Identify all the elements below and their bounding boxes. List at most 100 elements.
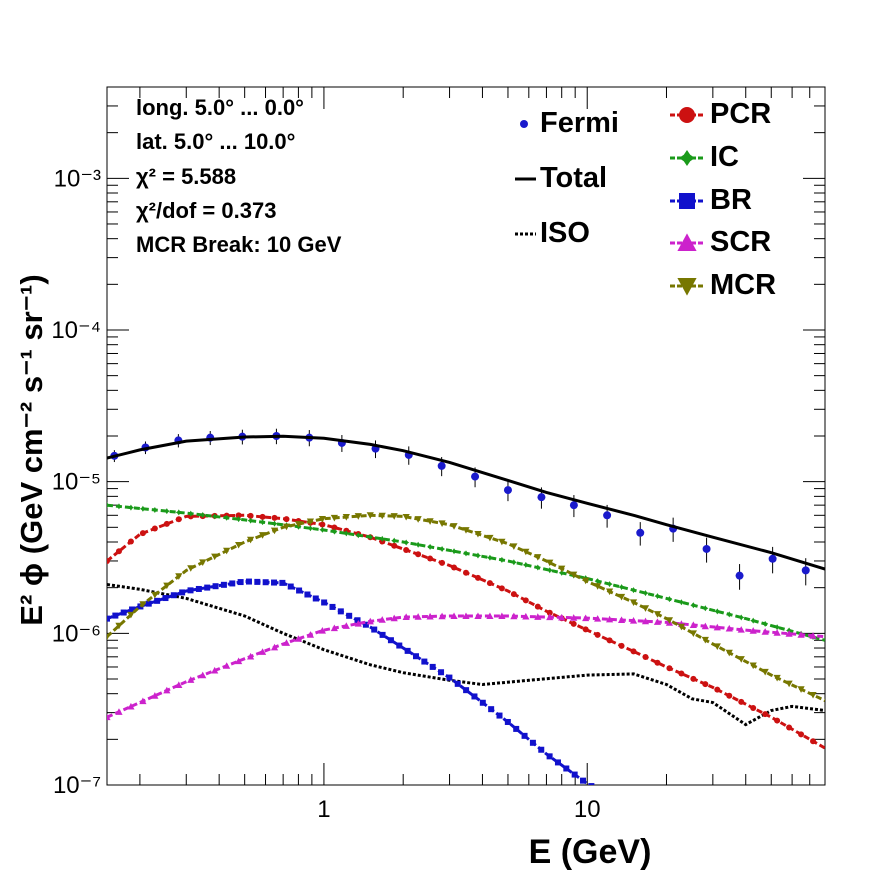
br-marker: [187, 587, 194, 594]
br-marker: [421, 658, 428, 665]
ic-marker: [211, 513, 218, 520]
pcr-marker: [654, 659, 661, 666]
br-marker: [521, 732, 528, 739]
br-marker: [404, 647, 411, 654]
scr-marker: [797, 631, 805, 638]
mcr-marker: [107, 633, 111, 641]
scr-marker: [175, 681, 183, 689]
scr-marker: [689, 621, 697, 629]
pcr-marker: [750, 704, 757, 711]
br-marker: [597, 788, 603, 794]
mcr-marker: [127, 611, 135, 619]
mcr-marker: [689, 630, 697, 637]
ic-marker: [427, 543, 434, 550]
pcr-marker: [163, 520, 170, 527]
br-marker: [463, 687, 470, 694]
br-marker: [296, 587, 303, 594]
total-line: [107, 434, 825, 571]
scr-marker: [163, 686, 171, 694]
fermi-point: [503, 486, 512, 495]
ic-marker: [451, 548, 458, 555]
pcr-marker: [546, 609, 553, 616]
mcr-marker: [378, 512, 386, 520]
br-marker: [571, 771, 578, 778]
ic-marker: [618, 584, 625, 591]
ic-marker: [714, 608, 721, 615]
scr-marker: [617, 616, 626, 623]
fermi-point: [801, 566, 810, 575]
annotation-longitude: long. 5.0° ... 0.0°: [136, 95, 304, 120]
scr-marker: [474, 612, 482, 620]
mcr-marker: [270, 527, 279, 535]
br-marker: [129, 606, 136, 613]
mcr-marker: [139, 601, 147, 608]
pcr-marker: [463, 569, 469, 576]
ic-marker: [510, 559, 517, 566]
br-marker: [204, 584, 211, 591]
legend-label-ic: IC: [710, 141, 739, 173]
annotation-chi2-dof: χ²/dof = 0.373: [136, 198, 277, 223]
br-marker: [354, 617, 361, 624]
mcr-marker: [629, 599, 638, 606]
mcr-marker: [510, 543, 518, 550]
br-marker: [396, 642, 403, 649]
scr-marker: [223, 662, 231, 669]
pcr-marker: [774, 717, 781, 724]
br-marker: [588, 783, 595, 785]
mcr-marker: [677, 623, 685, 631]
ic-marker: [199, 512, 206, 519]
y-tick-label: 10⁻⁴: [51, 317, 101, 344]
pcr-marker: [582, 626, 589, 633]
scr-marker: [498, 612, 506, 620]
scr-marker: [127, 702, 135, 710]
br-marker: [195, 585, 202, 592]
mcr-marker: [462, 527, 470, 534]
scr-line: [107, 614, 825, 719]
pcr-marker: [702, 681, 709, 688]
scr-marker: [318, 627, 326, 634]
br-marker: [346, 612, 353, 619]
scr-marker: [438, 612, 446, 620]
scr-marker: [199, 671, 207, 679]
ic-marker: [151, 506, 158, 513]
pcr-marker: [247, 512, 254, 519]
pcr-marker: [415, 551, 422, 558]
fermi-point: [603, 511, 612, 520]
mcr-marker: [558, 565, 566, 573]
mcr-marker: [354, 513, 362, 520]
pcr-marker: [151, 525, 158, 532]
ic-marker: [606, 581, 613, 588]
ic-marker: [678, 599, 685, 606]
ic-marker: [630, 587, 637, 594]
ic-marker: [762, 620, 769, 627]
scr-marker: [785, 630, 793, 637]
br-line: [107, 579, 593, 785]
mcr-marker: [115, 622, 123, 630]
mcr-marker: [522, 548, 530, 556]
scr-marker: [139, 697, 147, 705]
pcr-marker: [690, 675, 697, 682]
ic-marker: [654, 593, 661, 600]
mcr-marker: [318, 516, 326, 523]
pcr-marker: [115, 548, 122, 555]
pcr-marker: [810, 738, 817, 745]
pcr-marker: [738, 698, 745, 705]
br-marker: [120, 609, 127, 616]
mcr-marker: [546, 559, 554, 567]
br-marker: [312, 595, 319, 602]
br-marker: [279, 579, 286, 586]
br-marker: [429, 663, 436, 670]
mcr-marker: [390, 513, 398, 520]
fermi-point: [471, 472, 480, 481]
mcr-marker: [223, 547, 231, 555]
ic-marker: [486, 554, 493, 561]
mcr-marker: [330, 514, 338, 522]
legend-label-pcr: PCR: [710, 98, 772, 130]
x-tick-label: 1: [317, 796, 330, 823]
pcr-marker: [439, 559, 446, 566]
br-marker: [262, 579, 269, 586]
ic-marker: [343, 530, 350, 537]
pcr-marker: [570, 620, 577, 627]
br-marker: [170, 592, 177, 599]
mcr-marker: [797, 686, 805, 693]
